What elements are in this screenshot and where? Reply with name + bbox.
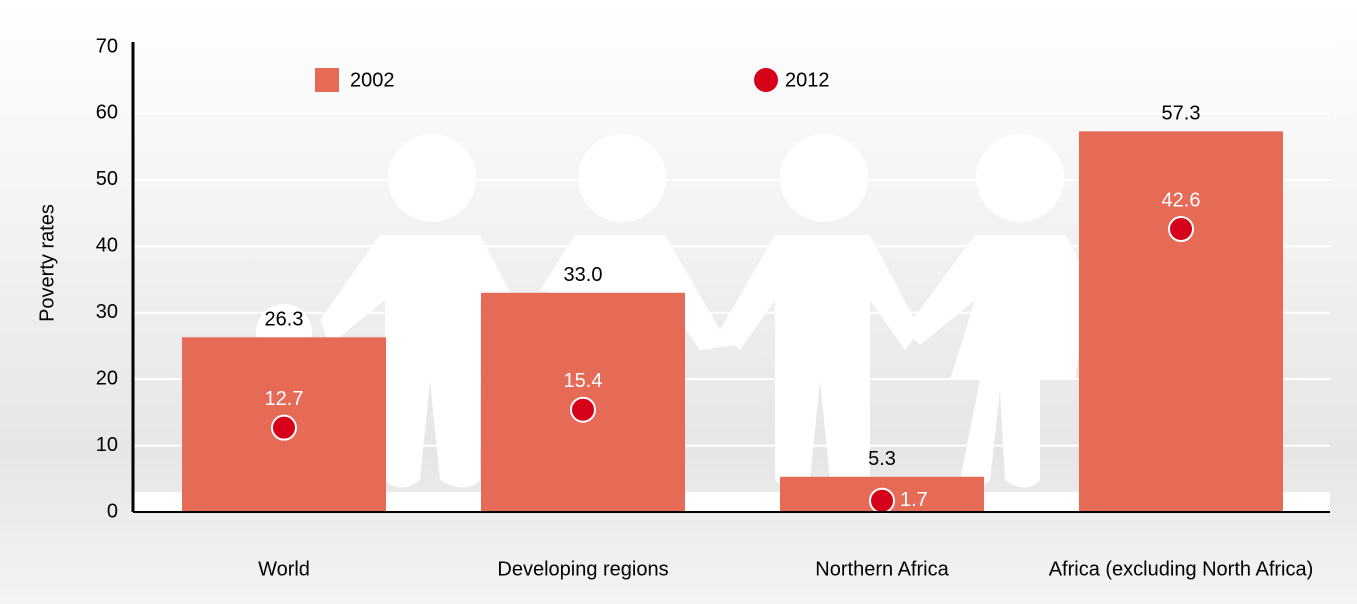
bar [1079,131,1283,512]
x-tick-label: World [258,558,310,580]
marks: 26.3 12.7 33.0 15.4 5.31.7 57.3 42.6 [182,103,1283,514]
legend-label: 2012 [785,69,830,91]
y-tick-label: 70 [96,35,118,57]
y-tick-label: 30 [96,301,118,323]
x-tick-label: Developing regions [497,558,668,580]
dot [570,396,596,423]
bar-value-label: 57.3 [1162,103,1201,125]
bar-value-label: 26.3 [265,309,304,331]
x-tick-label: Northern Africa [815,558,949,580]
dot-value-label: 15.4 [564,370,603,392]
bar-value-label: 33.0 [564,264,603,286]
legend-swatch [315,68,339,92]
y-tick-label: 0 [107,500,118,522]
y-axis-label: Poverty rates [36,204,58,322]
y-tick-label: 40 [96,235,118,257]
legend-swatch [754,68,778,92]
legend-label: 2002 [350,69,395,91]
dot-value-label: 42.6 [1162,189,1201,211]
dot-value-label: 12.7 [265,388,304,410]
y-tick-label: 60 [96,102,118,124]
x-tick-label: Africa (excluding North Africa) [1049,558,1314,580]
bar-value-label: 5.3 [868,448,896,470]
dot [271,414,297,441]
dot [869,487,895,514]
y-tick-label: 50 [96,168,118,190]
dot [1168,216,1194,243]
y-tick-label: 10 [96,434,118,456]
y-tick-label: 20 [96,367,118,389]
dot-value-label: 1.7 [900,489,928,511]
